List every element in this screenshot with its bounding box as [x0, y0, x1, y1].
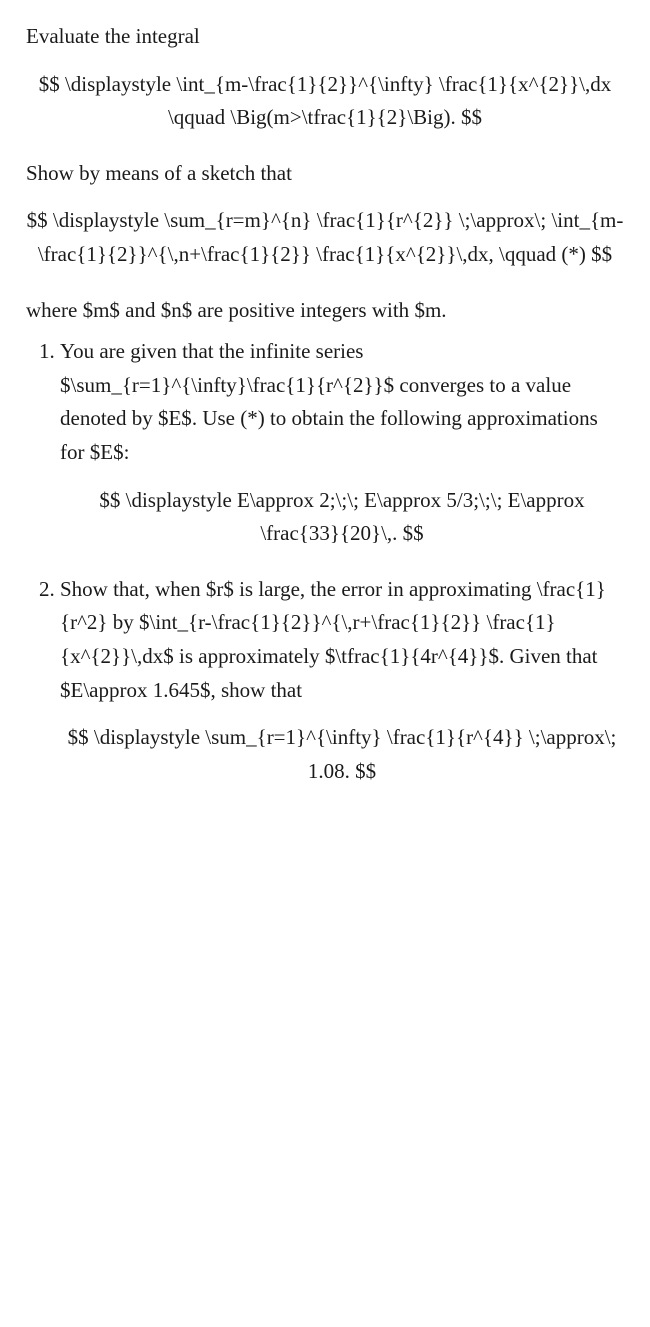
problem-list: You are given that the infinite series $…	[26, 335, 624, 788]
problem-item-2: Show that, when $r$ is large, the error …	[60, 573, 624, 789]
intro-line-1: Evaluate the integral	[26, 20, 624, 54]
integral-display: $$ \displaystyle \int_{m-\frac{1}{2}}^{\…	[26, 68, 624, 135]
where-mid1: and	[120, 298, 161, 322]
item2-prefix: Show that, when	[60, 577, 206, 601]
where-period: .	[441, 298, 446, 322]
item1-approx-display: $$ \displaystyle E\approx 2;\;\; E\appro…	[60, 484, 624, 551]
item1-prefix: You are given that the infinite series	[60, 339, 363, 363]
item2-mid2: is approximately	[174, 644, 325, 668]
where-prefix: where	[26, 298, 83, 322]
intro-line-2: Show by means of a sketch that	[26, 157, 624, 191]
item1-colon: :	[124, 440, 130, 464]
item2-final-display: $$ \displaystyle \sum_{r=1}^{\infty} \fr…	[60, 721, 624, 788]
problem-item-1: You are given that the infinite series $…	[60, 335, 624, 551]
where-line: where $m$ and $n$ are positive integers …	[26, 294, 624, 328]
item2-mid4: , show that	[210, 678, 302, 702]
sum-approx-display: $$ \displaystyle \sum_{r=m}^{n} \frac{1}…	[26, 204, 624, 271]
item2-mid3: . Given that	[499, 644, 598, 668]
where-suffix: are positive integers with	[192, 298, 414, 322]
